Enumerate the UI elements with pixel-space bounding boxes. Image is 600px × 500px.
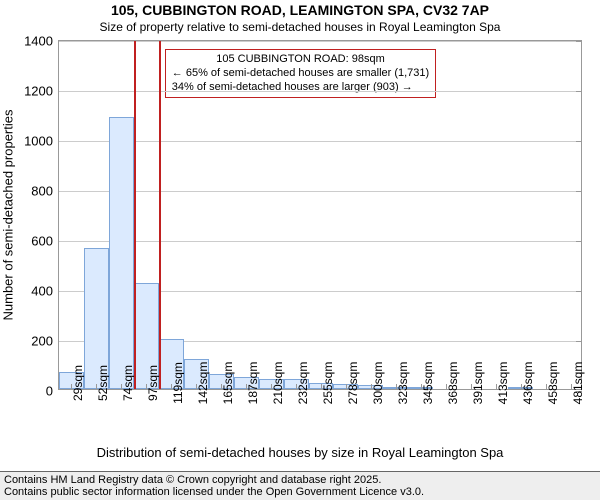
- x-tick-mark: [196, 384, 197, 390]
- annotation-line: 105 CUBBINGTON ROAD: 98sqm: [172, 53, 429, 67]
- x-tick-mark: [271, 384, 272, 390]
- x-tick-label: 368sqm: [446, 362, 460, 405]
- x-tick-mark: [546, 384, 547, 390]
- x-tick-label: 300sqm: [371, 362, 385, 405]
- y-tick-label: 1400: [24, 34, 53, 49]
- grid-line: [59, 41, 581, 42]
- histogram-bar: [109, 117, 134, 390]
- x-tick-mark: [96, 384, 97, 390]
- x-tick-mark: [296, 384, 297, 390]
- x-tick-label: 255sqm: [321, 362, 335, 405]
- x-tick-mark: [471, 384, 472, 390]
- plot-area: 105 CUBBINGTON ROAD: 98sqm← 65% of semi-…: [58, 40, 582, 390]
- y-axis-label: Number of semi-detached properties: [1, 110, 16, 321]
- x-tick-mark: [421, 384, 422, 390]
- x-tick-mark: [146, 384, 147, 390]
- annotation-line: 34% of semi-detached houses are larger (…: [172, 81, 429, 95]
- x-tick-mark: [171, 384, 172, 390]
- x-tick-label: 391sqm: [471, 362, 485, 405]
- chart-title: 105, CUBBINGTON ROAD, LEAMINGTON SPA, CV…: [0, 2, 600, 18]
- x-tick-mark: [396, 384, 397, 390]
- x-tick-label: 436sqm: [521, 362, 535, 405]
- x-tick-mark: [371, 384, 372, 390]
- grid-line: [59, 241, 581, 242]
- annotation-line: ← 65% of semi-detached houses are smalle…: [172, 67, 429, 81]
- x-tick-label: 458sqm: [546, 362, 560, 405]
- x-tick-label: 278sqm: [346, 362, 360, 405]
- highlight-line: [134, 41, 136, 389]
- x-axis-label: Distribution of semi-detached houses by …: [0, 445, 600, 460]
- y-tick-mark: [576, 41, 582, 42]
- x-tick-mark: [496, 384, 497, 390]
- chart-subtitle: Size of property relative to semi-detach…: [0, 20, 600, 34]
- y-tick-label: 1200: [24, 84, 53, 99]
- y-tick-label: 600: [31, 234, 53, 249]
- y-tick-label: 200: [31, 334, 53, 349]
- footer-line-1: Contains HM Land Registry data © Crown c…: [4, 474, 596, 486]
- x-tick-mark: [571, 384, 572, 390]
- x-tick-mark: [71, 384, 72, 390]
- y-tick-mark: [576, 141, 582, 142]
- y-tick-label: 400: [31, 284, 53, 299]
- y-tick-mark: [576, 91, 582, 92]
- footer-line-2: Contains public sector information licen…: [4, 486, 596, 498]
- y-tick-mark: [576, 341, 582, 342]
- y-tick-label: 0: [46, 384, 53, 399]
- grid-line: [59, 141, 581, 142]
- grid-line: [59, 191, 581, 192]
- grid-line: [59, 91, 581, 92]
- x-tick-label: 413sqm: [496, 362, 510, 405]
- x-tick-mark: [121, 384, 122, 390]
- x-tick-mark: [246, 384, 247, 390]
- x-tick-mark: [346, 384, 347, 390]
- y-tick-label: 800: [31, 184, 53, 199]
- x-tick-mark: [446, 384, 447, 390]
- x-tick-label: 323sqm: [396, 362, 410, 405]
- highlight-line: [159, 41, 161, 389]
- y-tick-mark: [576, 291, 582, 292]
- x-tick-mark: [321, 384, 322, 390]
- x-tick-mark: [221, 384, 222, 390]
- chart-container: 105, CUBBINGTON ROAD, LEAMINGTON SPA, CV…: [0, 0, 600, 500]
- y-tick-label: 1000: [24, 134, 53, 149]
- chart-footer: Contains HM Land Registry data © Crown c…: [0, 471, 600, 500]
- y-tick-mark: [576, 191, 582, 192]
- y-tick-mark: [576, 241, 582, 242]
- x-tick-label: 481sqm: [571, 362, 585, 405]
- x-tick-mark: [521, 384, 522, 390]
- x-tick-label: 345sqm: [421, 362, 435, 405]
